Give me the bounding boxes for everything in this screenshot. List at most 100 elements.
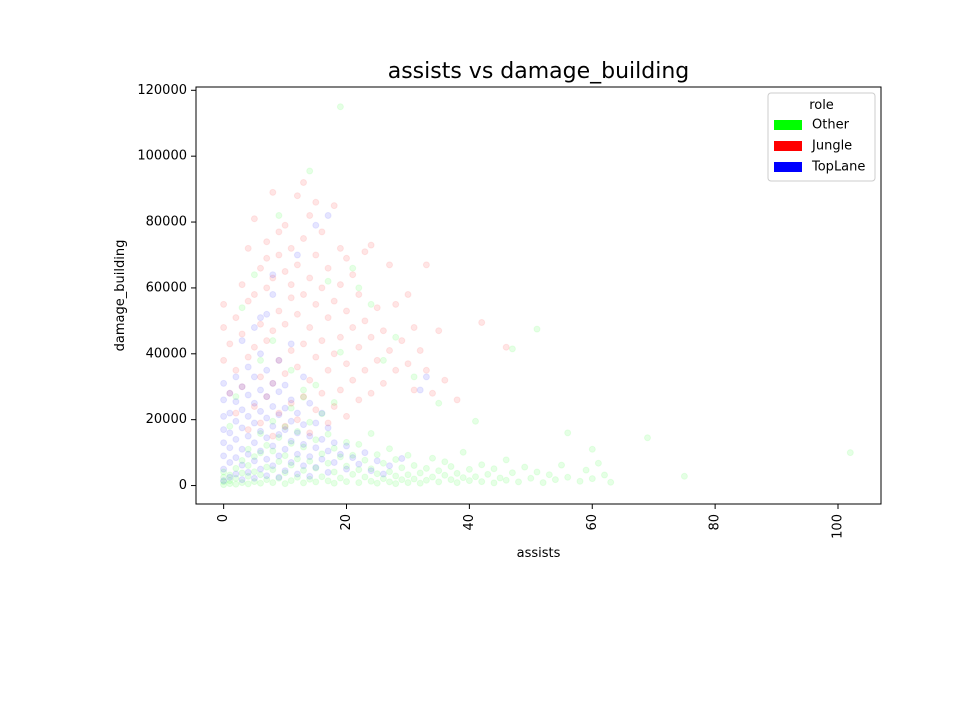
- legend-label-jungle: Jungle: [811, 139, 852, 154]
- scatter-point-other: [293, 473, 301, 481]
- x-tick-label: 40: [462, 514, 477, 531]
- x-tick-label: 20: [339, 514, 354, 531]
- scatter-point-other: [490, 479, 498, 487]
- scatter-point-jungle: [257, 373, 264, 381]
- scatter-point-jungle: [293, 310, 301, 318]
- scatter-point-toplane: [281, 445, 289, 453]
- scatter-point-jungle: [379, 379, 387, 387]
- scatter-point-other: [281, 480, 289, 488]
- scatter-point-other: [502, 476, 510, 484]
- scatter-point-toplane: [287, 396, 295, 404]
- scatter-point-jungle: [435, 327, 443, 335]
- scatter-point-jungle: [416, 347, 424, 354]
- scatter-point-toplane: [349, 454, 357, 462]
- scatter-point-other: [386, 478, 393, 486]
- scatter-point-other: [312, 464, 320, 472]
- scatter-point-toplane: [257, 465, 264, 473]
- scatter-point-other: [508, 345, 516, 353]
- scatter-point-jungle: [257, 264, 264, 272]
- y-tick-label: 60000: [146, 280, 187, 295]
- scatter-point-other: [336, 474, 344, 482]
- scatter-point-jungle: [355, 396, 363, 404]
- scatter-point-other: [355, 466, 363, 474]
- scatter-point-other: [220, 481, 228, 489]
- scatter-point-other: [551, 476, 559, 484]
- scatter-point-jungle: [318, 389, 326, 397]
- scatter-point-toplane: [226, 409, 234, 417]
- scatter-point-other: [306, 167, 314, 175]
- scatter-point-jungle: [373, 304, 381, 312]
- scatter-point-other: [558, 461, 565, 469]
- scatter-point-other: [250, 468, 258, 476]
- scatter-point-other: [355, 440, 363, 448]
- scatter-point-other: [318, 473, 326, 481]
- scatter-point-jungle: [324, 314, 332, 322]
- scatter-point-jungle: [392, 300, 400, 308]
- scatter-point-jungle: [318, 284, 326, 292]
- scatter-point-toplane: [281, 381, 289, 389]
- scatter-point-jungle: [404, 360, 412, 368]
- scatter-point-other: [373, 479, 381, 487]
- scatter-point-other: [361, 473, 369, 481]
- scatter-point-toplane: [318, 409, 326, 417]
- scatter-point-jungle: [250, 403, 258, 410]
- scatter-point-toplane: [263, 434, 271, 442]
- scatter-point-toplane: [275, 411, 283, 419]
- scatter-point-toplane: [226, 429, 234, 437]
- scatter-point-other: [226, 471, 234, 479]
- scatter-point-other: [324, 430, 332, 438]
- scatter-point-toplane: [232, 454, 240, 462]
- scatter-point-other: [244, 472, 252, 480]
- scatter-point-jungle: [226, 340, 234, 348]
- scatter-point-other: [404, 451, 412, 459]
- scatter-point-jungle: [300, 179, 307, 186]
- scatter-point-toplane: [330, 459, 338, 466]
- scatter-point-other: [392, 480, 400, 488]
- scatter-point-jungle: [312, 353, 320, 361]
- scatter-point-other: [422, 464, 430, 472]
- scatter-point-jungle: [300, 235, 307, 242]
- scatter-point-other: [300, 443, 307, 451]
- x-axis-label: assists: [517, 546, 561, 561]
- scatter-point-toplane: [312, 419, 320, 427]
- scatter-point-jungle: [250, 291, 258, 298]
- scatter-point-toplane: [220, 426, 228, 434]
- scatter-point-other: [355, 479, 363, 487]
- scatter-point-other: [496, 474, 504, 482]
- scatter-point-jungle: [336, 386, 344, 394]
- scatter-point-toplane: [250, 474, 258, 482]
- scatter-point-other: [484, 470, 492, 478]
- scatter-point-jungle: [355, 343, 363, 351]
- scatter-point-toplane: [275, 431, 283, 438]
- scatter-point-toplane: [263, 393, 271, 401]
- scatter-point-toplane: [293, 429, 301, 437]
- scatter-point-jungle: [361, 248, 369, 256]
- legend-swatch-toplane: [774, 162, 802, 172]
- scatter-point-jungle: [287, 347, 295, 354]
- scatter-point-jungle: [287, 281, 295, 289]
- scatter-point-toplane: [422, 373, 430, 381]
- scatter-point-jungle: [263, 254, 271, 262]
- scatter-point-other: [564, 429, 572, 437]
- legend-label-other: Other: [812, 118, 850, 133]
- scatter-point-jungle: [269, 432, 277, 440]
- scatter-point-jungle: [386, 347, 393, 354]
- scatter-point-jungle: [386, 261, 393, 269]
- scatter-point-toplane: [275, 356, 283, 364]
- scatter-point-other: [257, 430, 264, 437]
- x-tick-label: 100: [830, 514, 845, 539]
- scatter-point-toplane: [244, 363, 252, 371]
- scatter-point-jungle: [318, 228, 326, 236]
- scatter-point-toplane: [220, 477, 228, 485]
- scatter-point-other: [293, 428, 301, 435]
- scatter-point-toplane: [257, 350, 264, 358]
- scatter-point-toplane: [293, 251, 301, 259]
- scatter-point-other: [459, 474, 467, 482]
- scatter-point-jungle: [293, 192, 301, 200]
- scatter-point-jungle: [257, 419, 264, 427]
- scatter-point-jungle: [244, 426, 252, 434]
- scatter-point-toplane: [250, 373, 258, 381]
- scatter-point-other: [373, 470, 381, 478]
- scatter-point-other: [453, 469, 461, 477]
- scatter-point-toplane: [281, 426, 289, 434]
